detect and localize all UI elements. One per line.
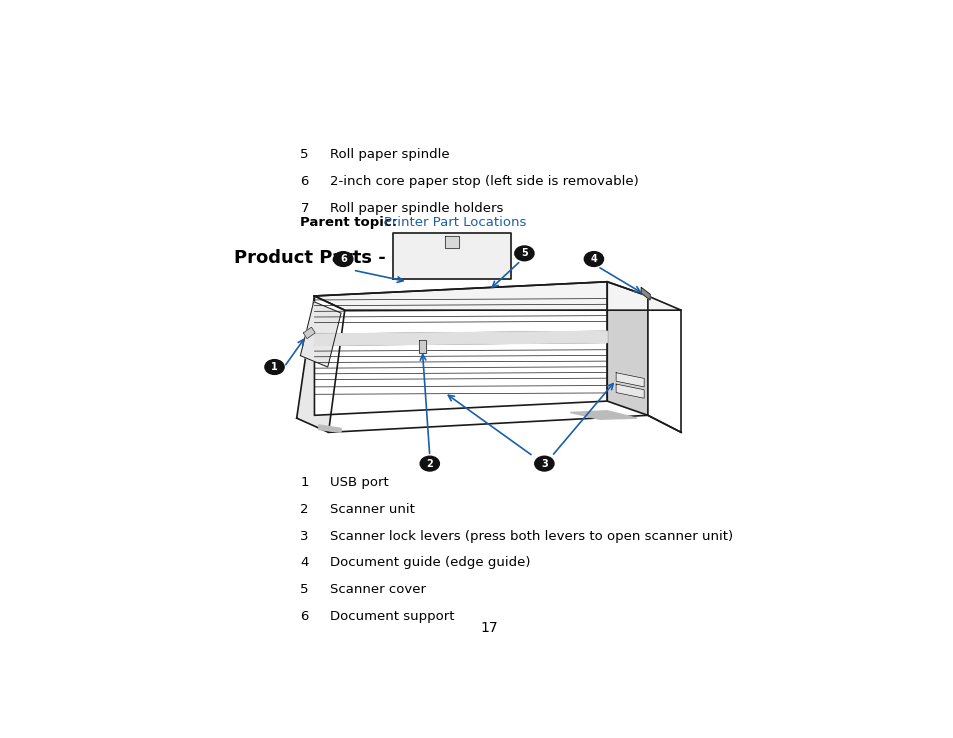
- Text: 7: 7: [300, 201, 309, 215]
- Text: Product Parts - Scanner: Product Parts - Scanner: [233, 249, 474, 267]
- Circle shape: [419, 456, 439, 471]
- Text: 4: 4: [300, 556, 309, 569]
- Text: Scanner unit: Scanner unit: [330, 503, 415, 516]
- Text: 17: 17: [479, 621, 497, 635]
- Text: 2: 2: [300, 503, 309, 516]
- Polygon shape: [318, 425, 341, 432]
- Text: 5: 5: [300, 148, 309, 161]
- Circle shape: [535, 456, 554, 471]
- Text: 3: 3: [300, 530, 309, 542]
- Text: 2: 2: [426, 458, 433, 469]
- Polygon shape: [314, 331, 606, 345]
- Text: Roll paper spindle: Roll paper spindle: [330, 148, 449, 161]
- Polygon shape: [393, 233, 511, 279]
- Circle shape: [334, 252, 353, 266]
- Polygon shape: [418, 339, 426, 353]
- Text: 6: 6: [300, 175, 309, 188]
- Polygon shape: [303, 327, 314, 339]
- Text: 6: 6: [300, 610, 309, 623]
- Polygon shape: [296, 296, 344, 432]
- Text: 4: 4: [590, 254, 597, 264]
- Polygon shape: [616, 384, 643, 399]
- Circle shape: [583, 252, 603, 266]
- Text: Scanner lock levers (press both levers to open scanner unit): Scanner lock levers (press both levers t…: [330, 530, 732, 542]
- Text: Document support: Document support: [330, 610, 454, 623]
- Circle shape: [265, 359, 284, 374]
- Polygon shape: [606, 282, 647, 415]
- Polygon shape: [314, 282, 680, 310]
- Polygon shape: [300, 302, 341, 367]
- Polygon shape: [640, 287, 649, 300]
- Text: Printer Part Locations: Printer Part Locations: [383, 216, 526, 230]
- Text: 5: 5: [520, 249, 527, 258]
- Text: 1: 1: [300, 476, 309, 489]
- Polygon shape: [616, 373, 643, 387]
- Text: 5: 5: [300, 583, 309, 596]
- Polygon shape: [444, 236, 459, 248]
- Text: 2-inch core paper stop (left side is removable): 2-inch core paper stop (left side is rem…: [330, 175, 639, 188]
- Text: 3: 3: [540, 458, 547, 469]
- Text: 6: 6: [339, 254, 346, 264]
- Polygon shape: [314, 282, 606, 415]
- Text: Document guide (edge guide): Document guide (edge guide): [330, 556, 530, 569]
- Polygon shape: [570, 411, 637, 419]
- Circle shape: [515, 246, 534, 261]
- Text: Roll paper spindle holders: Roll paper spindle holders: [330, 201, 503, 215]
- Text: 1: 1: [271, 362, 277, 372]
- Text: Scanner cover: Scanner cover: [330, 583, 426, 596]
- Text: Parent topic:: Parent topic:: [300, 216, 402, 230]
- Text: USB port: USB port: [330, 476, 388, 489]
